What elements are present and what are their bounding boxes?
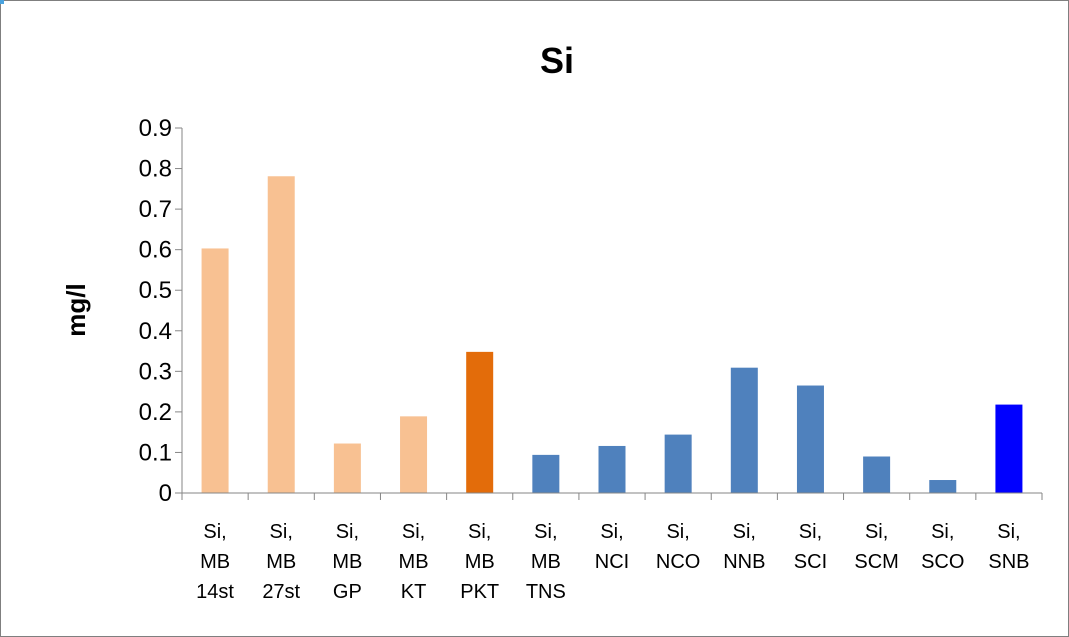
- y-tick-label: 0.5: [139, 277, 172, 304]
- y-tick-label: 0.3: [139, 358, 172, 385]
- bar: [400, 416, 428, 493]
- x-tick-label: Si,: [666, 521, 689, 543]
- x-tick-label: GP: [333, 581, 362, 603]
- bar: [466, 351, 494, 493]
- x-tick-label: Si,: [931, 521, 954, 543]
- y-tick-label: 0: [159, 480, 172, 507]
- x-tick-label: Si,: [733, 521, 756, 543]
- y-tick-label: 0.4: [139, 318, 172, 345]
- x-tick-label: Si,: [865, 521, 888, 543]
- x-tick-label: SNB: [988, 551, 1029, 573]
- bar: [267, 176, 295, 493]
- x-tick-label: Si,: [203, 521, 226, 543]
- y-axis-ticks: 0 0.1 0.2 0.3 0.4 0.5 0.6 0.7 0.8 0.9: [139, 115, 182, 507]
- selection-corner-marker: [0, 0, 4, 4]
- x-tick-label: Si,: [997, 521, 1020, 543]
- x-tick-label: MB: [531, 551, 561, 573]
- x-tick-label: SCI: [794, 551, 827, 573]
- x-tick-label: SCO: [921, 551, 964, 573]
- x-tick-label: NCI: [595, 551, 629, 573]
- x-tick-label: NCO: [656, 551, 700, 573]
- x-tick-label: Si,: [799, 521, 822, 543]
- x-axis-ticks: Si, MB 14st Si, MB 27st Si, MB GP Si, MB KT Si, MB PKT…: [181, 493, 1043, 603]
- bar: [664, 434, 692, 493]
- x-tick-label: PKT: [460, 581, 499, 603]
- x-tick-label: NNB: [723, 551, 765, 573]
- x-tick-label: Si,: [336, 521, 359, 543]
- bar: [863, 456, 891, 493]
- x-tick-label: MB: [332, 551, 362, 573]
- bars: [201, 176, 1023, 493]
- y-axis-label: mg/l: [61, 283, 91, 336]
- y-tick-label: 0.9: [139, 115, 172, 142]
- x-tick-label: Si,: [468, 521, 491, 543]
- bar: [929, 480, 957, 493]
- y-tick-label: 0.2: [139, 399, 172, 426]
- axes: [181, 128, 1042, 494]
- x-tick-label: Si,: [402, 521, 425, 543]
- bar: [995, 404, 1023, 493]
- x-tick-label: MB: [465, 551, 495, 573]
- x-tick-label: SCM: [854, 551, 898, 573]
- bar: [598, 445, 626, 493]
- bar: [333, 443, 361, 493]
- bar: [730, 367, 758, 493]
- bar: [796, 385, 824, 493]
- x-tick-label: MB: [200, 551, 230, 573]
- bar: [532, 454, 560, 493]
- y-tick-label: 0.1: [139, 439, 172, 466]
- x-tick-label: MB: [399, 551, 429, 573]
- x-tick-label: 27st: [262, 581, 300, 603]
- x-tick-label: KT: [401, 581, 427, 603]
- y-tick-label: 0.8: [139, 156, 172, 183]
- y-tick-label: 0.6: [139, 237, 172, 264]
- bar: [201, 248, 229, 493]
- x-tick-label: 14st: [196, 581, 234, 603]
- x-tick-label: Si,: [270, 521, 293, 543]
- chart-title: Si: [540, 40, 574, 81]
- x-tick-label: Si,: [600, 521, 623, 543]
- x-tick-label: MB: [266, 551, 296, 573]
- x-tick-label: Si,: [534, 521, 557, 543]
- x-tick-label: TNS: [526, 581, 566, 603]
- y-tick-label: 0.7: [139, 196, 172, 223]
